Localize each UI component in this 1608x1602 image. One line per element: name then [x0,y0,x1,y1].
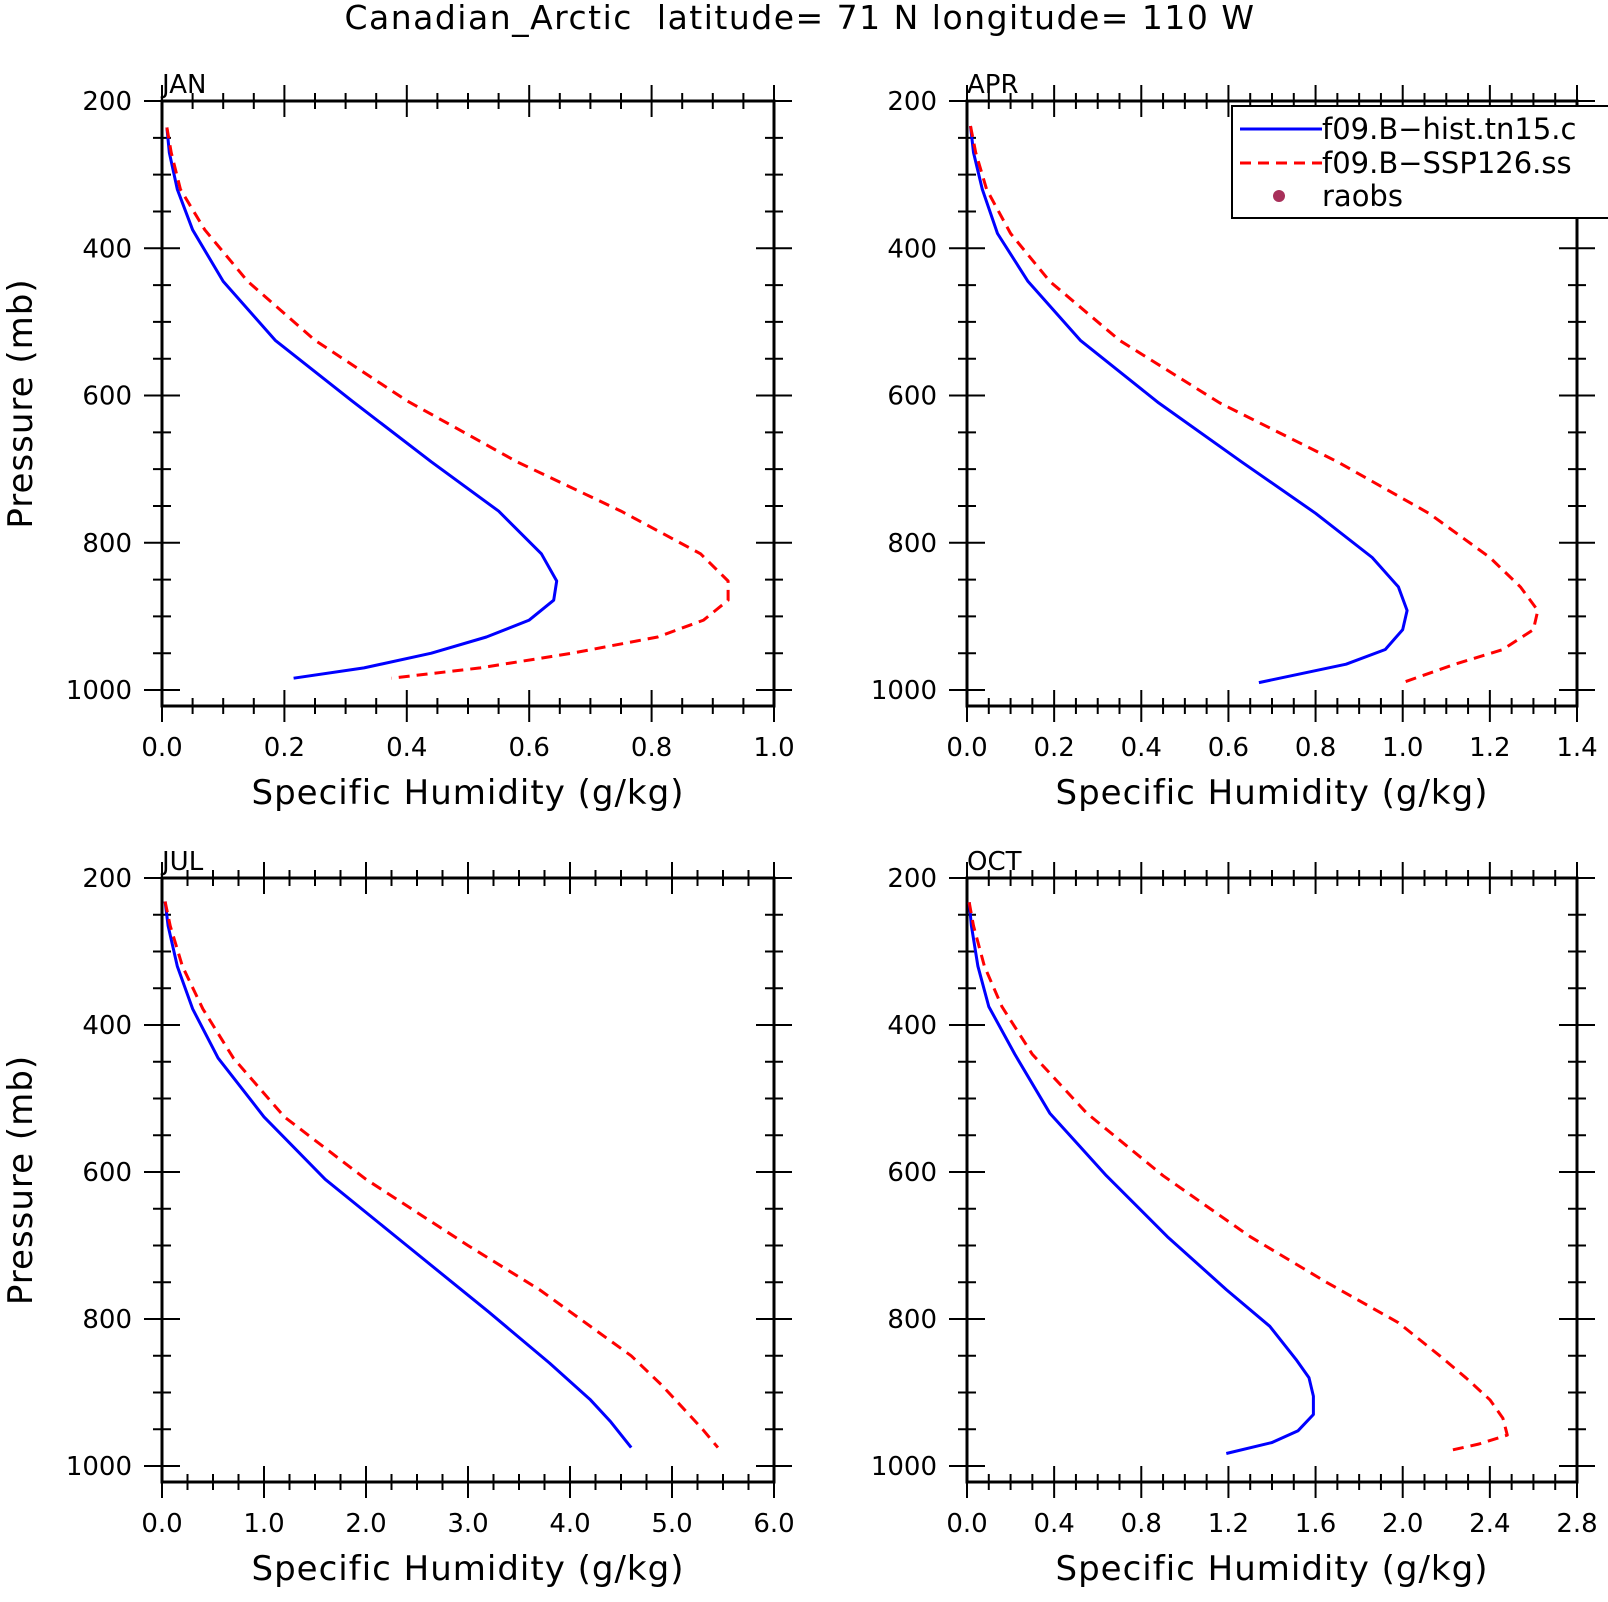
x-tick-label: 2.8 [1556,1509,1597,1539]
series-line-ssp126 [165,127,730,680]
x-tick-label: 6.0 [753,1509,794,1539]
y-tick-label: 400 [887,234,937,264]
legend-box [1231,105,1608,219]
plot-frame [160,99,776,708]
x-tick-label: 2.4 [1469,1509,1510,1539]
series-line-hist [165,127,559,680]
x-axis-label: Specific Humidity (g/kg) [1056,773,1489,813]
series-line-ssp126 [969,125,1540,685]
x-tick-label: 5.0 [651,1509,692,1539]
plot-frame [965,876,1579,1484]
x-tick-label: 0.8 [1121,1509,1162,1539]
plot-frame [160,876,776,1484]
panels: JAN 200 400 600 800 1000 0.0 0.2 0.4 0.6 0.8 1.0 Spe… [1,70,1598,1589]
y-tick-label: 1000 [871,1452,937,1482]
legend-label-hist: f09.B−hist.tn15.c [1322,112,1576,146]
x-tick-label: 0.4 [1033,1509,1074,1539]
series-line-hist [969,125,1409,685]
x-axis-label: Specific Humidity (g/kg) [252,773,685,813]
series-line-ssp126 [163,901,720,1449]
y-axis-label: Pressure (mb) [1,278,41,528]
panel-label: OCT [967,847,1022,877]
x-tick-label: 1.2 [1208,1509,1249,1539]
series-line-ssp126 [967,902,1509,1453]
x-tick-label: 0.0 [141,733,182,763]
y-tick-label: 600 [82,1158,132,1188]
x-tick-label: 1.0 [1382,733,1423,763]
x-axis-label: Specific Humidity (g/kg) [1056,1549,1489,1589]
x-tick-label: 0.2 [264,733,305,763]
y-tick-label: 600 [887,1158,937,1188]
y-tick-label: 800 [887,1305,937,1335]
y-tick-label: 600 [82,382,132,412]
y-tick-label: 800 [82,1305,132,1335]
panel-jan: JAN 200 400 600 800 1000 0.0 0.2 0.4 0.6 0.8 1.0 Spe… [1,70,795,813]
x-tick-label: 0.6 [1208,733,1249,763]
y-tick-label: 400 [82,234,132,264]
x-tick-label: 2.0 [1382,1509,1423,1539]
y-tick-label: 1000 [66,1452,132,1482]
y-tick-label: 200 [887,87,937,117]
y-tick-label: 600 [887,382,937,412]
x-tick-label: 1.6 [1295,1509,1336,1539]
y-tick-label: 1000 [871,676,937,706]
legend-label-raobs: raobs [1322,179,1403,213]
panel-jul: JUL 200 400 600 800 1000 0.0 1.0 2.0 3.0 4.0 5.0 6.0… [1,847,795,1589]
panel-label: JAN [160,70,206,100]
x-tick-label: 0.6 [509,733,550,763]
x-tick-label: 0.8 [1295,733,1336,763]
panel-oct: OCT 200 400 600 800 1000 0.0 0.4 0.8 1.2 1.6 2.0 2.4… [871,847,1598,1589]
y-axis-label: Pressure (mb) [1,1055,41,1305]
x-tick-label: 0.0 [946,1509,987,1539]
y-tick-label: 200 [887,864,937,894]
x-tick-label: 0.8 [631,733,672,763]
y-tick-label: 1000 [66,676,132,706]
y-tick-label: 200 [82,864,132,894]
x-tick-label: 4.0 [549,1509,590,1539]
series-line-hist [163,901,633,1449]
y-tick-label: 200 [82,87,132,117]
y-tick-label: 400 [82,1011,132,1041]
x-tick-label: 1.0 [753,733,794,763]
x-tick-label: 1.2 [1469,733,1510,763]
series-line-hist [967,902,1315,1455]
legend: f09.B−hist.tn15.c f09.B−SSP126.ss raobs [1231,105,1608,219]
x-tick-label: 0.0 [946,733,987,763]
y-tick-label: 400 [887,1011,937,1041]
x-tick-label: 3.0 [447,1509,488,1539]
x-tick-label: 1.0 [243,1509,284,1539]
legend-marker-raobs [1273,190,1285,202]
figure-title: Canadian_Arctic latitude= 71 N longitude… [344,0,1255,37]
x-tick-label: 1.4 [1556,733,1597,763]
x-tick-label: 0.4 [386,733,427,763]
legend-label-ssp126: f09.B−SSP126.ss [1322,146,1572,180]
x-tick-label: 2.0 [345,1509,386,1539]
panel-label: JUL [160,847,204,877]
y-tick-label: 800 [82,529,132,559]
x-tick-label: 0.0 [141,1509,182,1539]
x-tick-label: 0.2 [1033,733,1074,763]
x-axis-label: Specific Humidity (g/kg) [252,1549,685,1589]
x-tick-label: 0.4 [1121,733,1162,763]
y-tick-label: 800 [887,529,937,559]
